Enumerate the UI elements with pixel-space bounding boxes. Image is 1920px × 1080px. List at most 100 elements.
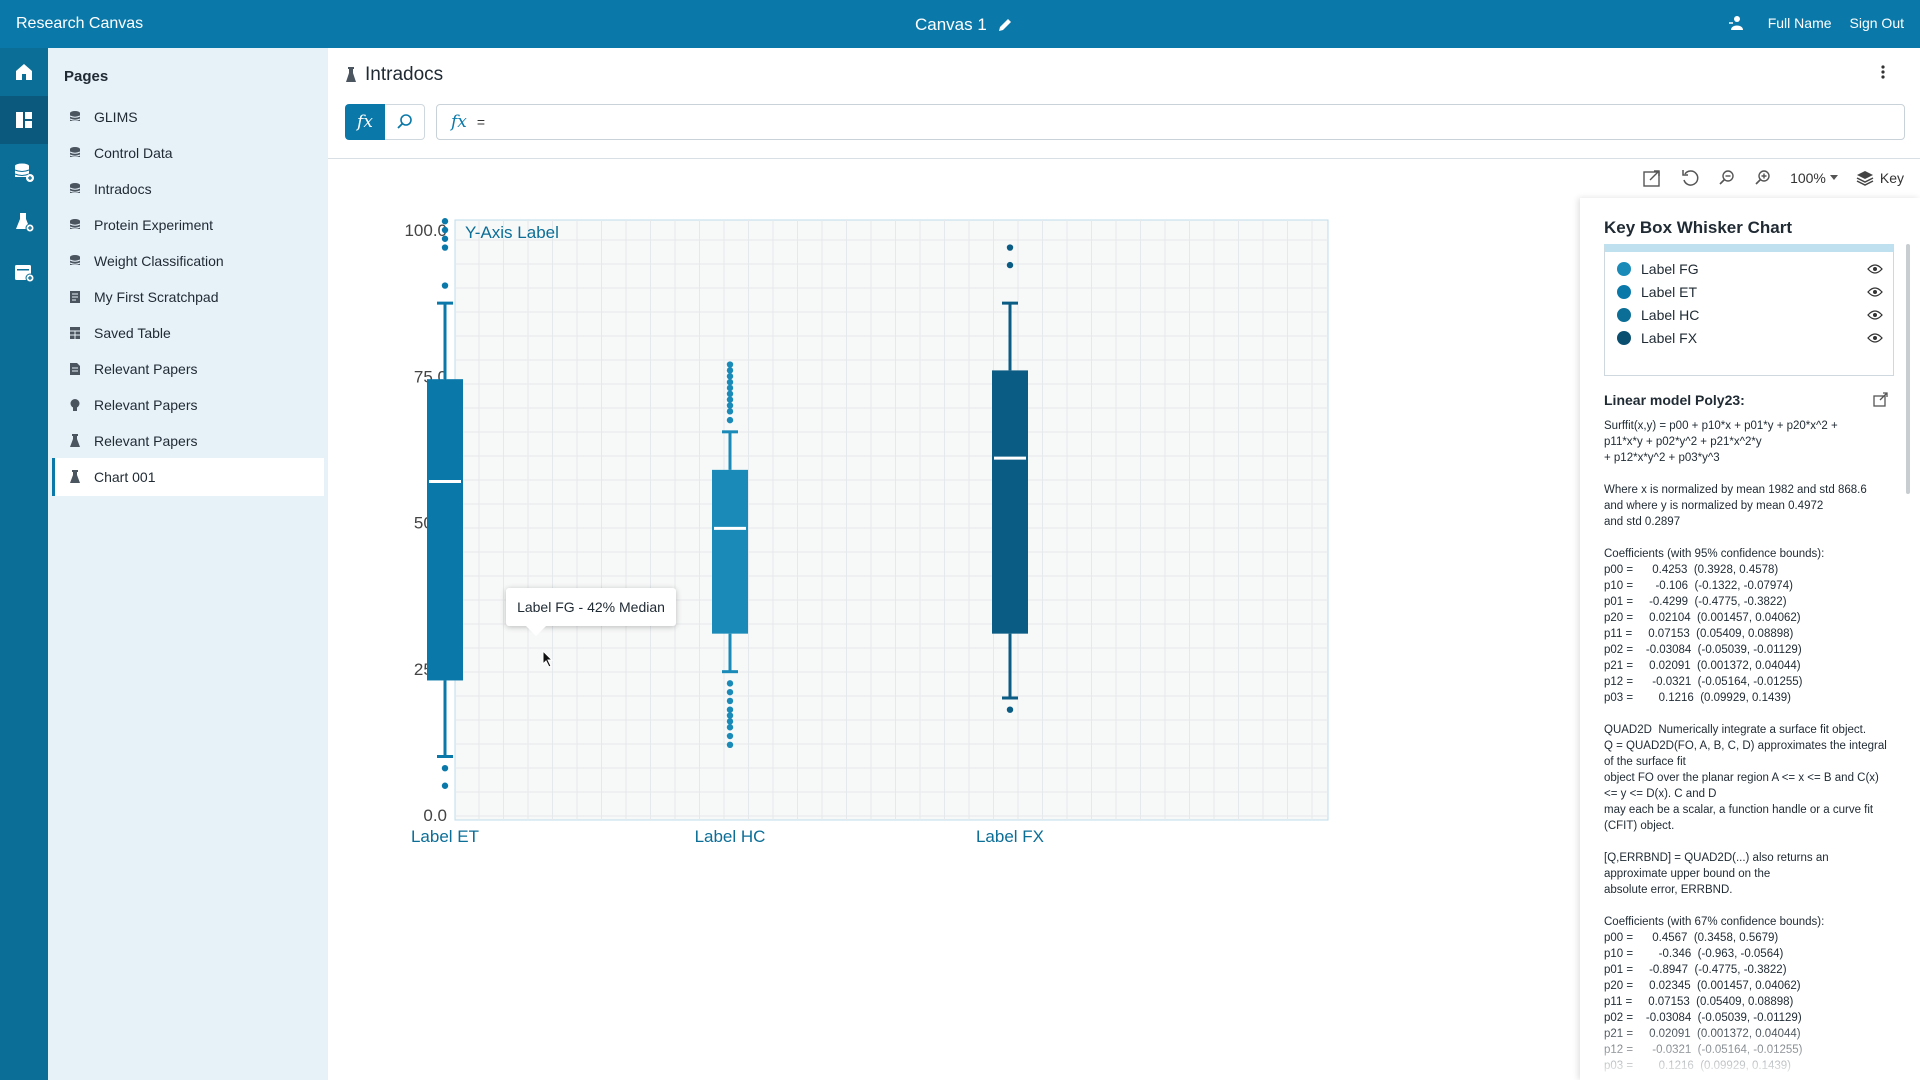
key-label: Key <box>1879 170 1904 186</box>
formula-bar[interactable]: fx <box>436 104 1905 140</box>
flask-icon <box>68 470 82 484</box>
reset-icon[interactable] <box>1680 168 1700 188</box>
home-icon[interactable] <box>0 48 48 96</box>
y-tick-label: 0.0 <box>423 806 447 825</box>
page-item[interactable]: Relevant Papers <box>52 350 324 388</box>
page-item[interactable]: GLIMS <box>52 98 324 136</box>
formula-input[interactable] <box>474 113 1859 131</box>
y-tick-label: 100.0 <box>404 221 447 240</box>
page-item-label: Control Data <box>94 145 173 161</box>
page-item[interactable]: Protein Experiment <box>52 206 324 244</box>
zoom-out-icon[interactable] <box>1718 169 1736 187</box>
outlier-point <box>726 361 734 368</box>
edit-pencil-icon[interactable] <box>997 17 1013 33</box>
more-options-icon[interactable] <box>1880 64 1886 80</box>
database-icon <box>68 218 82 232</box>
database-add-icon[interactable] <box>0 148 48 196</box>
bulb-icon <box>68 398 82 412</box>
flask-icon <box>345 67 357 83</box>
outlier-point <box>726 680 734 687</box>
box <box>992 370 1028 634</box>
outlier-point <box>726 384 734 392</box>
visibility-eye-icon[interactable] <box>1867 286 1883 298</box>
calendar-add-icon[interactable] <box>0 248 48 296</box>
key-panel-title: Key Box Whisker Chart <box>1604 218 1792 237</box>
outlier-point <box>726 697 734 705</box>
page-item-label: Saved Table <box>94 325 171 341</box>
user-name[interactable]: Full Name <box>1767 15 1832 31</box>
page-item[interactable]: Intradocs <box>52 170 324 208</box>
x-tick-label: Label HC <box>695 827 766 846</box>
zoom-in-icon[interactable] <box>1754 169 1772 187</box>
page-item[interactable]: Control Data <box>52 134 324 172</box>
key-button[interactable]: Key <box>1856 169 1904 187</box>
flask-icon <box>68 434 82 448</box>
outlier-point <box>441 226 449 234</box>
page-item-label: Relevant Papers <box>94 433 198 449</box>
page-item[interactable]: Weight Classification <box>52 242 324 280</box>
external-link-icon[interactable] <box>1872 392 1888 408</box>
visibility-eye-icon[interactable] <box>1867 263 1883 275</box>
user-switch-icon[interactable] <box>1728 15 1744 31</box>
scrollbar[interactable] <box>1906 244 1910 494</box>
formula-mode-button[interactable]: fx <box>345 104 385 140</box>
legend-swatch <box>1617 262 1631 276</box>
page-item[interactable]: Saved Table <box>52 314 324 352</box>
outlier-point <box>726 706 734 713</box>
visibility-eye-icon[interactable] <box>1867 332 1883 344</box>
page-item[interactable]: Relevant Papers <box>52 386 324 424</box>
legend-item[interactable]: Label HC <box>1617 302 1883 328</box>
page-item-label: Relevant Papers <box>94 361 198 377</box>
mouse-cursor-icon <box>542 650 554 668</box>
visibility-eye-icon[interactable] <box>1867 309 1883 321</box>
box <box>712 469 748 634</box>
page-item[interactable]: Relevant Papers <box>52 422 324 460</box>
chevron-down-icon <box>1829 175 1838 180</box>
page-item-label: My First Scratchpad <box>94 289 219 305</box>
app-title[interactable]: Research Canvas <box>16 15 144 32</box>
x-tick-label: Label FX <box>976 827 1044 846</box>
outlier-point <box>726 396 734 403</box>
outlier-point <box>441 765 449 772</box>
divider <box>328 158 1920 159</box>
expand-icon[interactable] <box>1642 168 1662 188</box>
legend-item[interactable]: Label FG <box>1617 256 1883 282</box>
outlier-point <box>726 402 734 409</box>
zoom-select[interactable]: 100% <box>1790 170 1838 186</box>
legend-item[interactable]: Label FX <box>1617 325 1883 351</box>
outlier-point <box>726 712 734 719</box>
page-item[interactable]: My First Scratchpad <box>52 278 324 316</box>
outlier-point <box>726 724 734 731</box>
tooltip-text: Label FG - 42% Median <box>517 599 665 615</box>
database-icon <box>68 254 82 268</box>
page-item-label: Weight Classification <box>94 253 224 269</box>
y-axis-label: Y-Axis Label <box>465 223 559 242</box>
chart-toolbar: 100% Key <box>1642 166 1904 190</box>
sign-out-link[interactable]: Sign Out <box>1849 15 1904 31</box>
outlier-point <box>726 408 734 415</box>
page-item-label: Protein Experiment <box>94 217 214 233</box>
outlier-point <box>441 282 449 289</box>
pages-icon[interactable] <box>0 96 48 144</box>
database-icon <box>68 182 82 196</box>
outlier-point <box>726 718 734 725</box>
outlier-point <box>441 218 449 225</box>
page-item[interactable]: Chart 001 <box>52 458 324 496</box>
outlier-point <box>441 235 449 242</box>
page-item-label: Relevant Papers <box>94 397 198 413</box>
page-title: Intradocs <box>345 64 443 86</box>
flask-add-icon[interactable] <box>0 198 48 246</box>
scroll-fade <box>1580 1020 1920 1080</box>
model-description: Surffit(x,y) = p00 + p10*x + p01*y + p20… <box>1604 420 1887 1072</box>
legend-label: Label FG <box>1641 261 1699 277</box>
search-mode-button[interactable] <box>385 104 425 140</box>
legend-label: Label HC <box>1641 307 1700 323</box>
legend-item[interactable]: Label ET <box>1617 279 1883 305</box>
chart-tooltip: Label FG - 42% Median <box>506 588 676 636</box>
legend-box: Label FG Label ET Label HC Label FX <box>1604 244 1894 376</box>
legend-swatch <box>1617 308 1631 322</box>
box <box>427 379 463 681</box>
canvas-title[interactable]: Canvas 1 <box>915 15 1013 35</box>
plot-area <box>454 219 1329 821</box>
